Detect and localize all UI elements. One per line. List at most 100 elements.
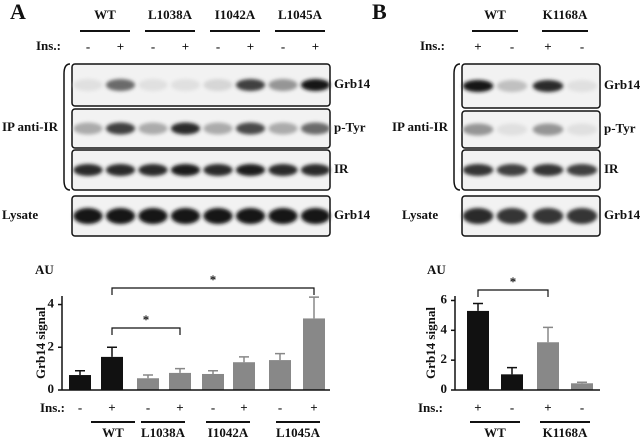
band bbox=[462, 80, 494, 92]
band bbox=[462, 208, 494, 224]
group-label: L1038A bbox=[141, 425, 186, 440]
error-bar bbox=[175, 367, 185, 373]
x-tick-label: + bbox=[176, 400, 183, 415]
bar bbox=[537, 342, 559, 390]
x-tick-label: - bbox=[278, 400, 282, 415]
ins-sign: - bbox=[510, 39, 514, 54]
band bbox=[496, 123, 528, 136]
x-tick-label: - bbox=[580, 400, 584, 415]
band bbox=[170, 122, 201, 135]
panel-label: B bbox=[372, 0, 387, 24]
ins-sign: + bbox=[247, 39, 254, 54]
blot bbox=[461, 110, 601, 149]
error-bar bbox=[507, 366, 517, 375]
bar bbox=[269, 360, 291, 390]
bar bbox=[137, 378, 159, 390]
error-bar bbox=[543, 326, 553, 343]
group-label: WT bbox=[102, 425, 124, 440]
band bbox=[235, 79, 266, 91]
error-bar bbox=[275, 352, 285, 361]
error-bar bbox=[75, 370, 85, 376]
band bbox=[203, 122, 233, 135]
lysate-label: Lysate bbox=[402, 207, 438, 222]
band bbox=[73, 164, 103, 176]
band bbox=[532, 164, 564, 176]
band bbox=[203, 164, 233, 176]
band bbox=[73, 79, 103, 91]
group-label: WT bbox=[94, 7, 116, 22]
x-tick-label: - bbox=[510, 400, 514, 415]
bar bbox=[571, 383, 593, 390]
group-label: I1042A bbox=[208, 425, 249, 440]
band bbox=[105, 208, 136, 224]
band bbox=[268, 79, 298, 91]
band bbox=[203, 79, 233, 91]
y-tick-label: 0 bbox=[441, 381, 448, 396]
band bbox=[496, 164, 528, 176]
band bbox=[170, 79, 201, 91]
error-bar bbox=[473, 302, 483, 311]
band bbox=[203, 208, 233, 224]
band bbox=[105, 164, 136, 176]
x-tick-label: + bbox=[474, 400, 481, 415]
ins-sign: + bbox=[544, 39, 551, 54]
significance-bracket bbox=[111, 327, 181, 335]
y-tick-label: 6 bbox=[441, 291, 448, 306]
band bbox=[566, 164, 598, 176]
ins-label: Ins.: bbox=[40, 400, 65, 415]
bar bbox=[501, 374, 523, 390]
band bbox=[462, 123, 494, 136]
group-label: WT bbox=[484, 425, 506, 440]
ip-label: IP anti-IR bbox=[392, 119, 449, 134]
band bbox=[235, 122, 266, 135]
x-tick-label: - bbox=[78, 400, 82, 415]
bar bbox=[233, 362, 255, 390]
x-tick-label: + bbox=[310, 400, 317, 415]
error-bar bbox=[577, 381, 587, 384]
significance-label: * bbox=[143, 312, 150, 327]
band bbox=[300, 122, 331, 135]
ins-sign: - bbox=[151, 39, 155, 54]
blot-label: Grb14 bbox=[334, 76, 371, 91]
band bbox=[73, 122, 103, 135]
x-tick-label: - bbox=[211, 400, 215, 415]
y-tick-label: 4 bbox=[48, 296, 55, 311]
y-axis-label: Grb14 signal bbox=[33, 307, 48, 379]
significance-label: * bbox=[510, 274, 517, 289]
y-axis-label: Grb14 signal bbox=[423, 307, 438, 379]
y-tick-label: 2 bbox=[441, 351, 448, 366]
band bbox=[138, 208, 168, 224]
band bbox=[268, 164, 298, 176]
significance-label: * bbox=[210, 272, 217, 287]
x-tick-label: + bbox=[544, 400, 551, 415]
blot bbox=[461, 149, 601, 191]
band bbox=[496, 208, 528, 224]
blot-label: IR bbox=[604, 161, 619, 176]
band bbox=[566, 208, 598, 224]
ins-label: Ins.: bbox=[420, 38, 445, 53]
blot-label: Grb14 bbox=[604, 77, 640, 92]
bar bbox=[202, 373, 224, 390]
blot-label: p-Tyr bbox=[604, 120, 636, 135]
x-tick-label: + bbox=[108, 400, 115, 415]
panel-label: A bbox=[10, 0, 26, 24]
band bbox=[138, 122, 168, 135]
ins-sign: + bbox=[312, 39, 319, 54]
lysate-label: Lysate bbox=[2, 207, 38, 222]
band bbox=[105, 122, 136, 135]
ins-sign: + bbox=[182, 39, 189, 54]
band bbox=[566, 80, 598, 92]
unit-label: AU bbox=[35, 262, 54, 277]
ip-brace bbox=[453, 63, 461, 191]
bar bbox=[467, 310, 489, 390]
ins-sign: - bbox=[580, 39, 584, 54]
band bbox=[532, 208, 564, 224]
y-tick-label: 4 bbox=[441, 321, 448, 336]
band bbox=[138, 164, 168, 176]
ins-sign: - bbox=[216, 39, 220, 54]
band bbox=[566, 123, 598, 136]
error-bar bbox=[208, 370, 218, 374]
group-label: L1045A bbox=[278, 7, 323, 22]
unit-label: AU bbox=[427, 262, 446, 277]
